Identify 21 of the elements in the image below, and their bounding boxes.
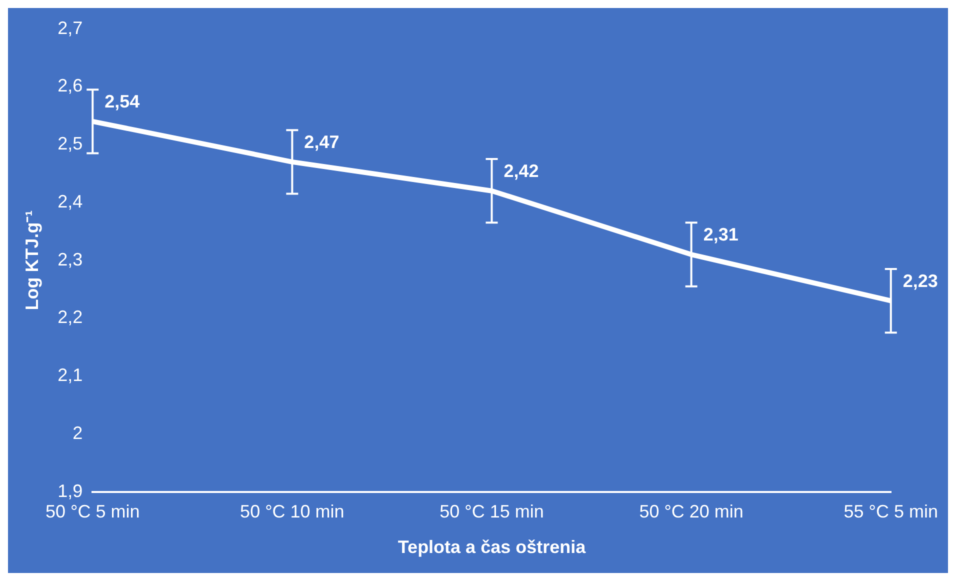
data-label: 2,54 [104, 91, 140, 112]
x-tick-label: 50 °C 20 min [639, 502, 744, 522]
x-tick-label: 55 °C 5 min [844, 502, 938, 522]
y-tick-label: 2,7 [58, 18, 83, 38]
y-tick-label: 1,9 [58, 480, 83, 501]
y-tick-label: 2,6 [58, 76, 83, 96]
y-tick-label: 2 [72, 422, 83, 443]
x-tick-label: 50 °C 10 min [240, 502, 344, 522]
y-tick-label: 2,3 [58, 249, 83, 270]
x-tick-label: 50 °C 5 min [45, 502, 140, 522]
y-axis-title: Log KTJ.g⁻¹ [22, 210, 42, 310]
y-tick-label: 2,5 [58, 134, 83, 154]
data-label: 2,47 [304, 132, 340, 152]
data-label: 2,23 [902, 270, 938, 291]
data-label: 2,42 [504, 160, 539, 181]
data-label: 2,31 [703, 224, 738, 244]
y-tick-label: 2,1 [58, 365, 83, 386]
x-tick-label: 50 °C 15 min [440, 502, 544, 522]
y-tick-label: 2,4 [58, 191, 83, 212]
x-axis-title: Teplota a čas oštrenia [398, 537, 587, 558]
y-tick-label: 2,2 [58, 307, 83, 328]
